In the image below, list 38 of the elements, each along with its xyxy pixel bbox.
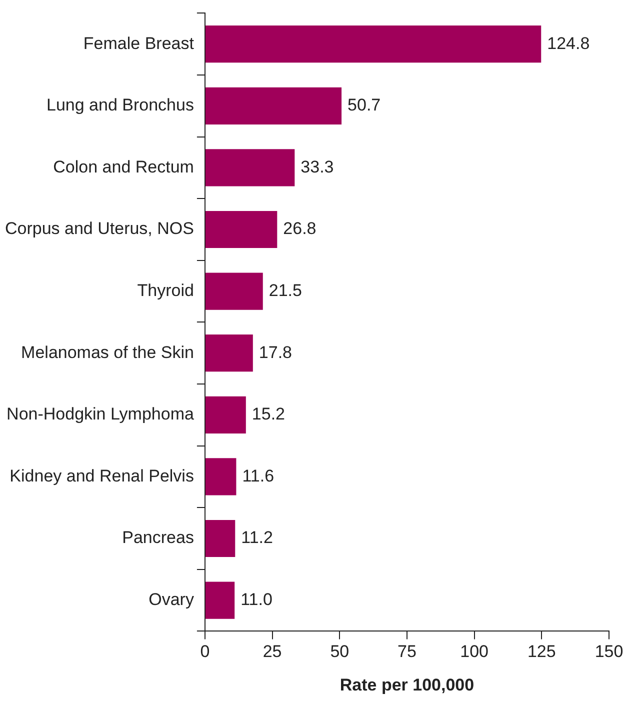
y-tick-label: Melanomas of the Skin	[21, 342, 194, 362]
bar	[205, 87, 342, 124]
y-tick-label: Corpus and Uterus, NOS	[5, 219, 194, 238]
data-label: 33.3	[300, 157, 334, 176]
y-tick-label: Lung and Bronchus	[46, 96, 194, 115]
bar	[205, 149, 295, 186]
bar	[205, 26, 542, 63]
x-tick-label: 0	[200, 642, 210, 662]
x-tick-label: 100	[460, 642, 489, 662]
x-tick-label: 50	[330, 642, 350, 662]
x-tick-label: 150	[594, 642, 624, 662]
y-tick-label: Non-Hodgkin Lymphoma	[6, 404, 194, 424]
y-tick-label: Kidney and Renal Pelvis	[10, 466, 194, 486]
data-label: 17.8	[258, 342, 292, 362]
y-tick-label: Pancreas	[122, 528, 194, 548]
bar	[205, 272, 263, 310]
data-label: 50.7	[348, 96, 381, 115]
x-tick-label: 25	[262, 642, 282, 662]
bar	[205, 334, 253, 372]
data-label: 11.0	[240, 590, 272, 609]
data-label: 11.2	[241, 528, 273, 548]
data-label: 124.8	[547, 34, 590, 53]
data-label: 15.2	[252, 404, 286, 424]
bar	[205, 582, 235, 619]
x-tick-label: 125	[527, 642, 556, 662]
bar	[205, 520, 236, 558]
data-label: 21.5	[268, 280, 302, 300]
x-tick-label: 75	[398, 642, 416, 662]
x-axis-title: Rate per 100,000	[340, 675, 474, 694]
y-tick-label: Thyroid	[137, 280, 194, 300]
data-label: 11.6	[242, 466, 274, 486]
y-tick-label: Colon and Rectum	[53, 157, 194, 176]
bar	[205, 458, 236, 496]
y-tick-label: Ovary	[148, 590, 194, 609]
bar	[205, 396, 246, 434]
bar	[205, 210, 278, 248]
y-tick-label: Female Breast	[83, 34, 194, 53]
data-label: 26.8	[283, 219, 316, 238]
